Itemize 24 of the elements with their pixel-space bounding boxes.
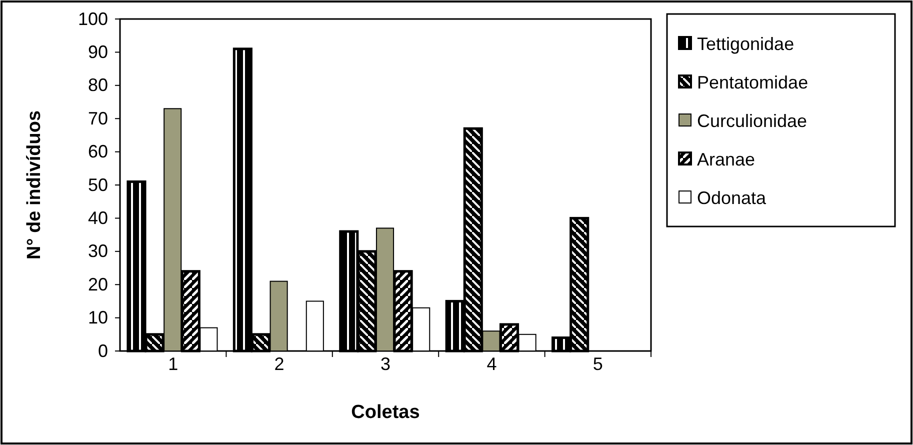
x-tick-label: 3	[380, 354, 391, 374]
x-tick-label: 4	[486, 354, 497, 374]
y-tick-label: 100	[78, 8, 108, 29]
legend-label: Aranae	[697, 150, 756, 170]
y-tick-label: 40	[88, 208, 108, 228]
y-tick-label: 80	[88, 75, 108, 96]
y-axis-title: N° de indivíduos	[24, 110, 45, 260]
y-tick-label: 70	[88, 108, 108, 128]
y-tick-label: 20	[88, 274, 108, 294]
bar	[306, 300, 324, 352]
x-tick-label: 2	[274, 354, 284, 374]
y-tick-label: 0	[98, 340, 108, 361]
legend-label: Tettigonidae	[697, 34, 794, 54]
y-tick-label: 90	[88, 42, 108, 62]
x-axis-title: Coletas	[351, 402, 420, 423]
y-tick-label: 50	[88, 174, 108, 195]
y-tick-label: 30	[88, 241, 108, 262]
legend-label: Curculionidae	[697, 111, 808, 131]
legend-label: Pentatomidae	[697, 72, 808, 92]
y-tick-label: 60	[88, 142, 108, 162]
legend-label: Odonata	[697, 188, 768, 208]
y-tick-label: 10	[88, 308, 108, 328]
x-tick-label: 5	[592, 354, 603, 374]
x-tick-label: 1	[168, 354, 178, 374]
